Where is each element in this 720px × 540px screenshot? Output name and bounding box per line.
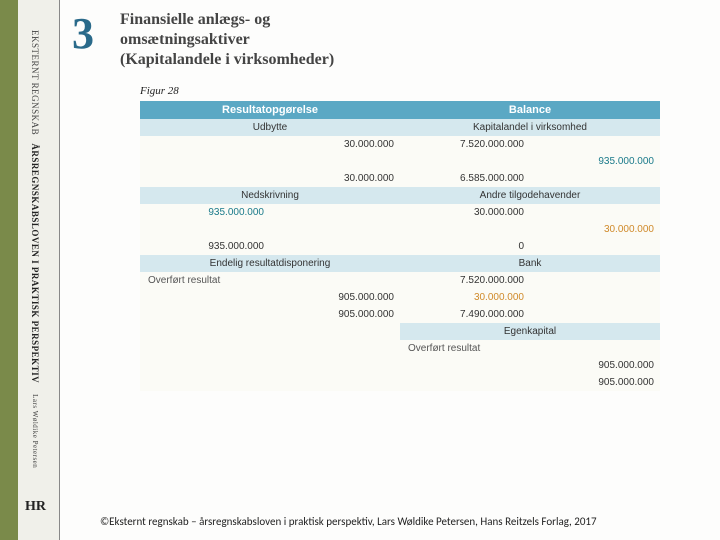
sidebar-author: Lars Wøldike Petersen <box>31 394 39 468</box>
sub-bank: Bank <box>400 255 660 272</box>
cell: 30.000.000 <box>270 136 400 153</box>
chapter-number: 3 <box>72 8 94 59</box>
accounting-table: Resultatopgørelse Balance Udbytte Kapita… <box>140 101 660 391</box>
chapter-title-l1: Finansielle anlægs- og <box>120 11 270 28</box>
sub-andre: Andre tilgodehavender <box>400 187 660 204</box>
sub-nedskrivning: Nedskrivning <box>140 187 400 204</box>
cell-hl: 935.000.000 <box>530 153 660 170</box>
cell-hl: 30.000.000 <box>530 221 660 238</box>
cell: 905.000.000 <box>530 357 660 374</box>
cell: 935.000.000 <box>140 238 270 255</box>
sub-kapitalandel: Kapitalandel i virksomhed <box>400 119 660 136</box>
figure-28: Figur 28 Resultatopgørelse Balance Udbyt… <box>140 85 660 391</box>
sidebar-line1: EKSTERNT REGNSKAB <box>30 30 40 135</box>
col-header-left: Resultatopgørelse <box>140 101 400 119</box>
label-overfort2: Overført resultat <box>400 340 660 357</box>
chapter-title-l2: omsætningsaktiver <box>120 31 250 48</box>
footer-citation: ©Eksternt regnskab – årsregnskabsloven i… <box>100 515 597 528</box>
cell: 6.585.000.000 <box>400 170 530 187</box>
cell-hl: 935.000.000 <box>140 204 270 221</box>
cell: 0 <box>400 238 530 255</box>
cell: 30.000.000 <box>270 170 400 187</box>
sub-egenkapital: Egenkapital <box>400 323 660 340</box>
cell: 905.000.000 <box>270 306 400 323</box>
col-header-right: Balance <box>400 101 660 119</box>
sidebar-line2: ÅRSREGNSKABSLOVEN I PRAKTISK PERSPEKTIV <box>30 143 40 383</box>
cell: 7.490.000.000 <box>400 306 530 323</box>
sidebar-color-strip <box>0 0 18 540</box>
sidebar-title-text: EKSTERNT REGNSKAB ÅRSREGNSKABSLOVEN I PR… <box>20 30 40 480</box>
chapter-title: Finansielle anlægs- og omsætningsaktiver… <box>120 10 440 70</box>
sub-udbytte: Udbytte <box>140 119 400 136</box>
cell: 905.000.000 <box>530 374 660 391</box>
cell: 7.520.000.000 <box>400 272 530 289</box>
sub-endelig: Endelig resultatdisponering <box>140 255 400 272</box>
sidebar: EKSTERNT REGNSKAB ÅRSREGNSKABSLOVEN I PR… <box>0 0 60 540</box>
label-overfort: Overført resultat <box>140 272 400 289</box>
chapter-title-l3: (Kapitalandele i virksomheder) <box>120 51 334 68</box>
cell: 905.000.000 <box>270 289 400 306</box>
figure-label: Figur 28 <box>140 85 660 97</box>
cell-hl: 30.000.000 <box>400 289 530 306</box>
publisher-logo: HR <box>25 499 46 515</box>
cell: 7.520.000.000 <box>400 136 530 153</box>
cell: 30.000.000 <box>400 204 530 221</box>
